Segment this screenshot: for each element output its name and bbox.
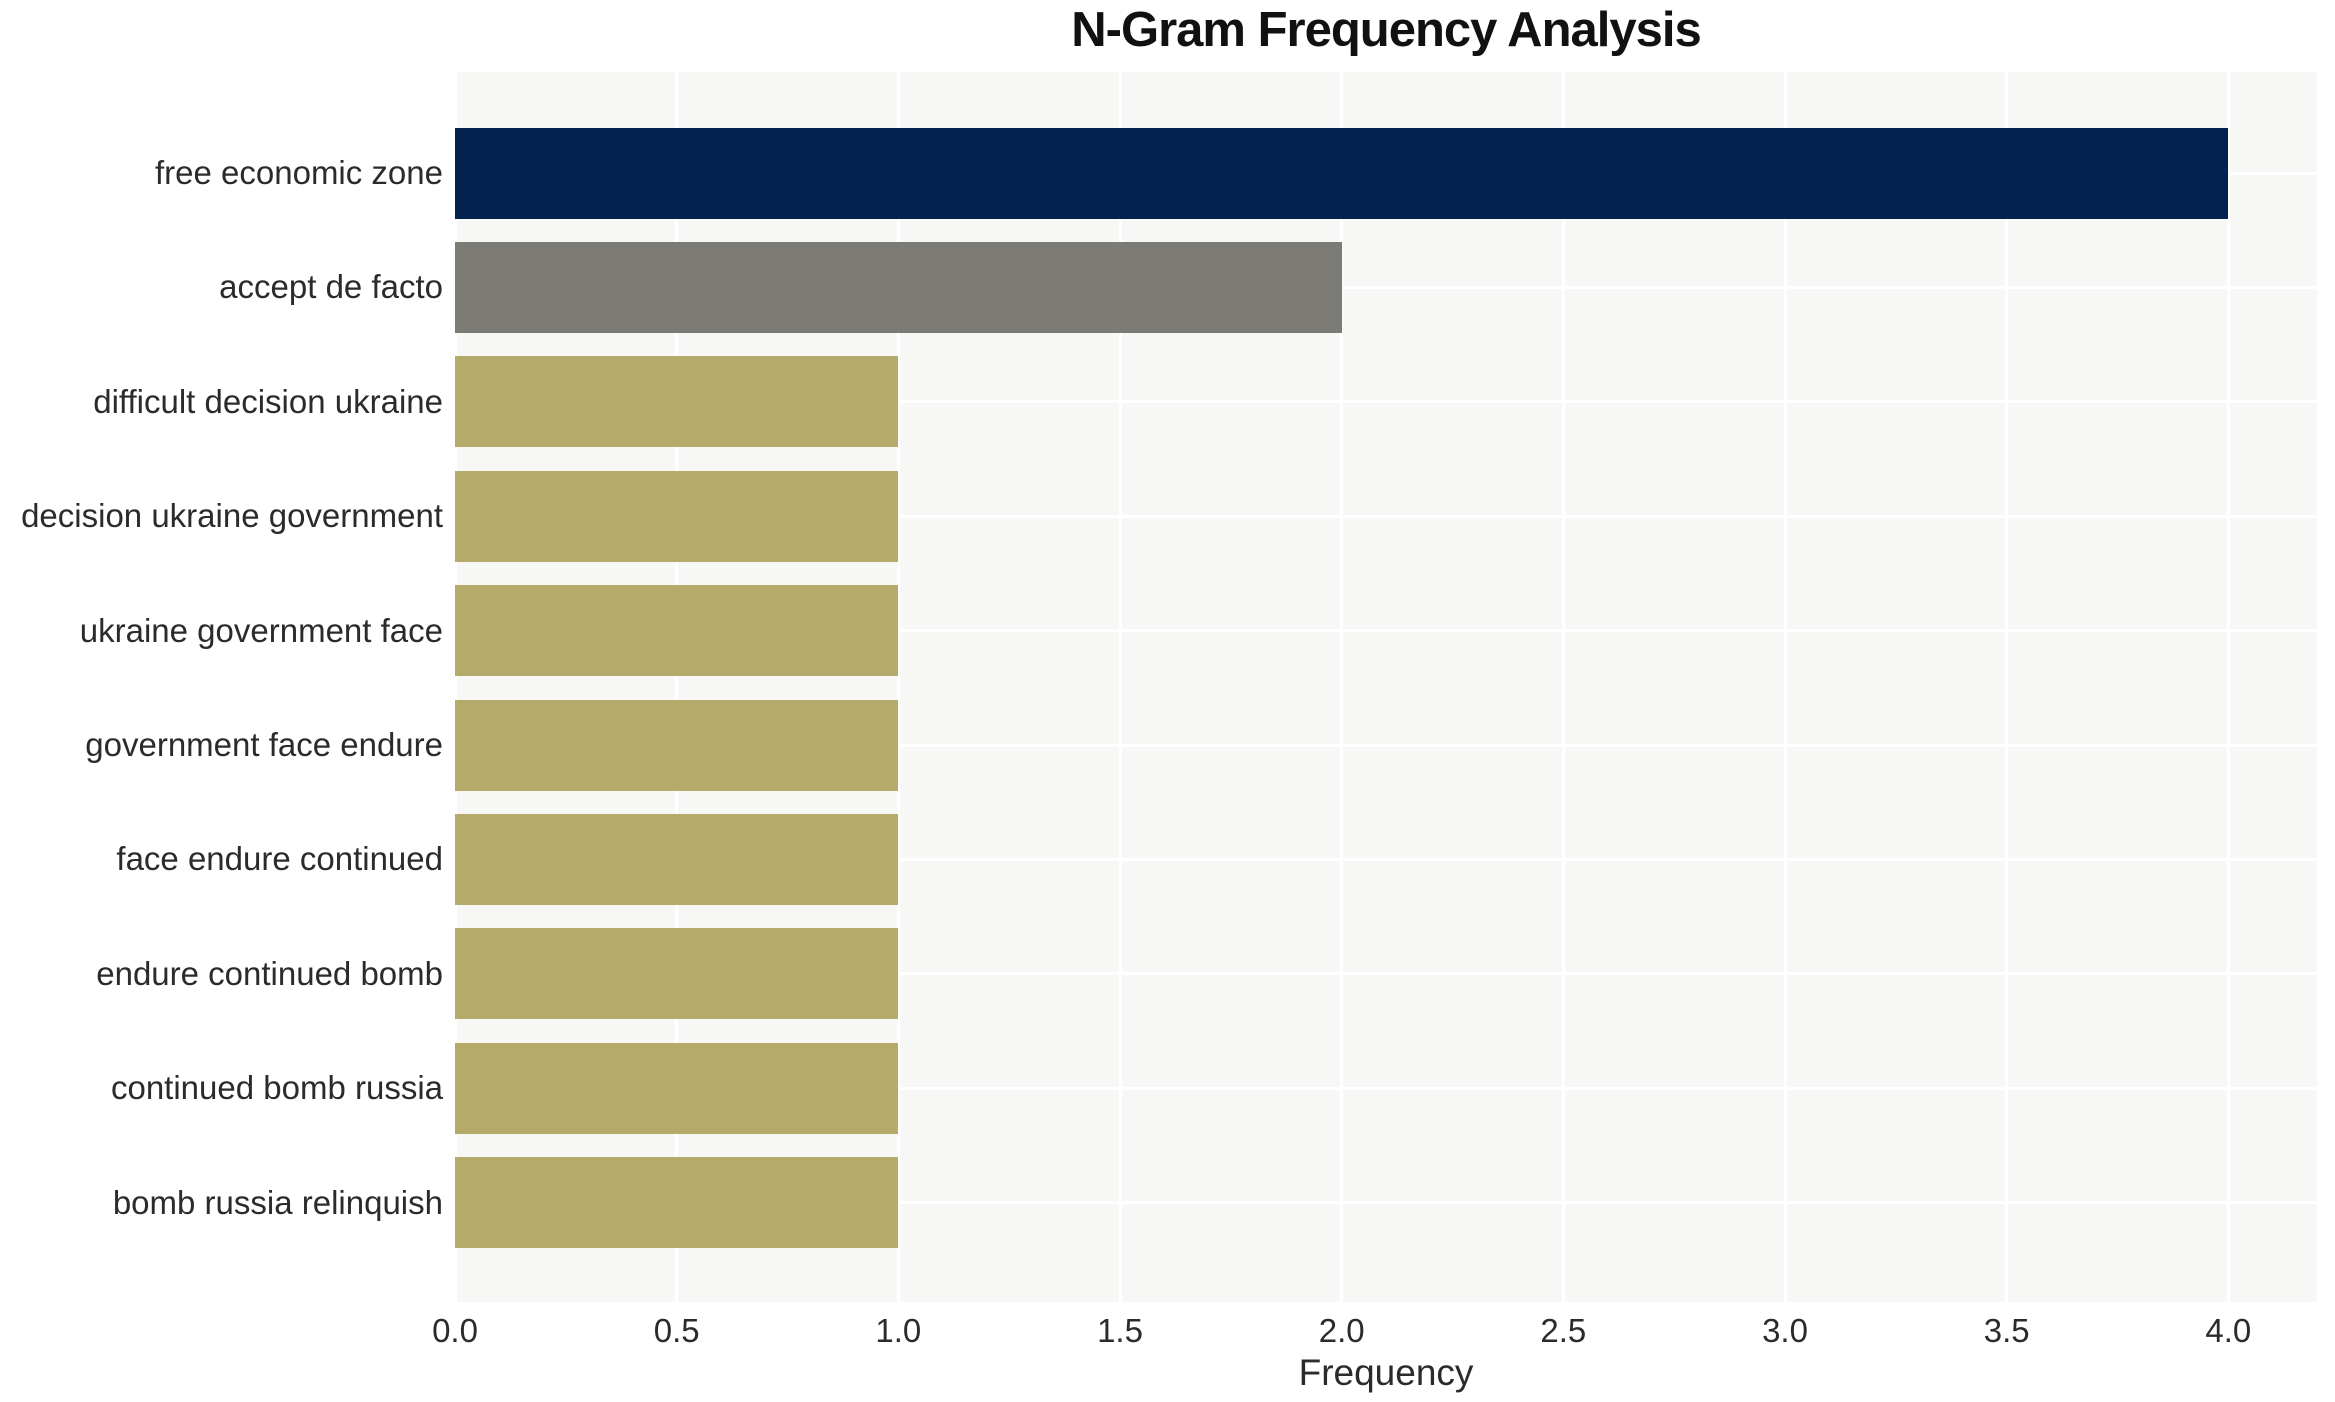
x-tick-label: 3.0: [1762, 1312, 1808, 1349]
bar-continued-bomb-russia: [455, 1042, 899, 1134]
x-gridline: [1118, 72, 1122, 1302]
y-gridline: [455, 514, 2317, 518]
bar-endure-continued-bomb: [455, 928, 899, 1020]
x-tick-label: 1.5: [1097, 1312, 1143, 1349]
y-tick-label: face endure continued: [116, 840, 443, 878]
x-gridline: [2226, 72, 2230, 1302]
x-gridline: [675, 72, 679, 1302]
x-tick-label: 0.5: [653, 1312, 700, 1349]
bar-accept-de-facto: [455, 241, 1342, 333]
bar-decision-ukraine-government: [455, 470, 899, 562]
y-gridline: [455, 743, 2317, 747]
x-tick-label: 3.5: [1983, 1312, 2030, 1349]
x-gridline: [896, 72, 900, 1302]
x-gridline: [1783, 72, 1787, 1302]
y-tick-label: decision ukraine government: [21, 497, 443, 535]
bar-face-endure-continued: [455, 813, 899, 905]
y-tick-label: free economic zone: [155, 154, 443, 191]
x-tick-label: 4.0: [2205, 1312, 2252, 1349]
x-gridline: [1340, 72, 1344, 1302]
y-gridline: [455, 629, 2317, 633]
plot-area: [453, 72, 2317, 1302]
y-gridline: [455, 1086, 2317, 1090]
bar-government-face-endure: [455, 699, 899, 791]
y-gridline: [455, 285, 2317, 289]
bar-free-economic-zone: [455, 127, 2229, 219]
bar-ukraine-government-face: [455, 585, 899, 677]
y-tick-label: ukraine government face: [79, 611, 443, 649]
x-tick-label: 2.5: [1540, 1312, 1587, 1349]
y-gridline: [455, 972, 2317, 976]
y-tick-label: government face endure: [85, 726, 443, 763]
y-tick-label: endure continued bomb: [96, 954, 443, 992]
y-tick-label: bomb russia relinquish: [112, 1183, 443, 1221]
x-gridline: [453, 72, 457, 1302]
chart-title: N-Gram Frequency Analysis: [1071, 3, 1701, 57]
x-axis-label: Frequency: [1298, 1352, 1474, 1393]
y-tick-label: accept de facto: [219, 268, 443, 306]
y-tick-label: continued bomb russia: [110, 1069, 443, 1107]
x-gridline: [1561, 72, 1565, 1302]
x-tick-label: 1.0: [875, 1312, 922, 1349]
x-tick-label: 0.0: [432, 1312, 478, 1349]
y-gridline: [455, 400, 2317, 404]
y-tick-label: difficult decision ukraine: [93, 382, 443, 420]
y-gridline: [455, 1201, 2317, 1205]
bar-difficult-decision-ukraine: [455, 356, 899, 448]
x-tick-label: 2.0: [1318, 1312, 1365, 1349]
x-gridline: [2005, 72, 2009, 1302]
bar-bomb-russia-relinquish: [455, 1157, 899, 1249]
y-gridline: [455, 857, 2317, 861]
